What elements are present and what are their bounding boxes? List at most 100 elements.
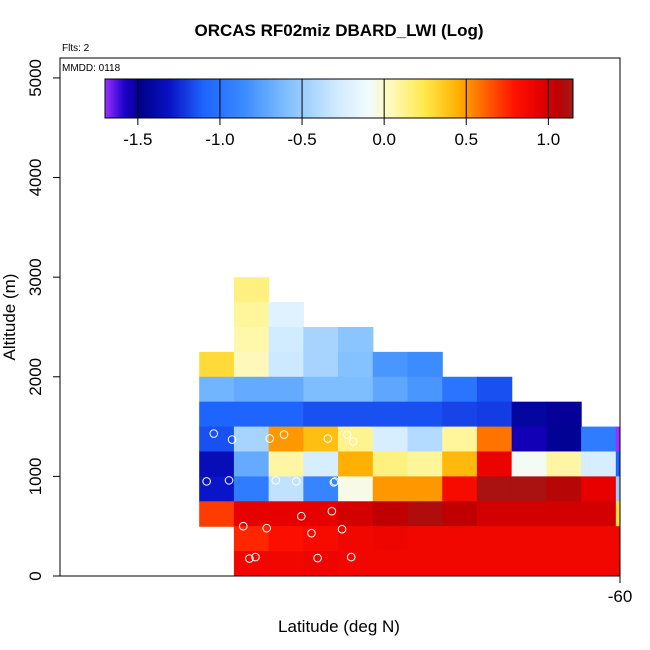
colorbar-segment [415, 79, 418, 118]
observation-point [329, 478, 339, 487]
heatmap-cell [303, 351, 339, 378]
colorbar-segment [537, 79, 541, 118]
colorbar-segment [411, 79, 414, 118]
heatmap-cell [338, 451, 374, 477]
colorbar-segment [381, 79, 385, 118]
colorbar-segment [557, 79, 560, 118]
colorbar-segment [151, 79, 155, 118]
heatmap-cell [511, 451, 547, 477]
colorbar-segment [220, 79, 223, 118]
observation-point [251, 552, 260, 562]
y-axis-label: Altitude (m) [0, 274, 19, 361]
colorbar-segment [300, 79, 303, 118]
colorbar-segment [434, 79, 437, 118]
colorbar-segment [323, 79, 326, 118]
observation-point [202, 477, 211, 486]
heatmap-cell [268, 302, 304, 328]
colorbar-segment [118, 79, 121, 118]
colorbar-segment [173, 79, 176, 118]
heatmap-cell [303, 376, 339, 403]
y-axis: 0 1000 2000 3000 4000 5000 [26, 59, 60, 581]
observation-point [238, 521, 248, 531]
colorbar-segment [516, 79, 519, 118]
colorbar-segment [565, 79, 568, 118]
heatmap-cell [233, 351, 270, 378]
heatmap-cell [338, 426, 374, 453]
colorbar-segment [401, 79, 404, 118]
colorbar-segment [184, 79, 188, 118]
colorbar-segment [346, 79, 350, 118]
heatmap-cell [233, 426, 270, 453]
colorbar-tick-label: 0.0 [372, 130, 396, 149]
y-tick-label: 3000 [26, 258, 45, 296]
heatmap-cell [268, 401, 304, 428]
colorbar-segment [255, 79, 258, 118]
colorbar-ticks: -1.5 -1.0 -0.5 0.0 0.5 1.0 [123, 79, 560, 149]
colorbar-segment [280, 79, 283, 118]
colorbar-segment [506, 79, 510, 118]
observation-point [346, 552, 356, 562]
colorbar-segment [268, 79, 272, 118]
heatmap-cell [546, 426, 582, 453]
heatmap-cell [199, 376, 235, 403]
heatmap-cell [476, 476, 513, 502]
observation-point [138, 521, 147, 531]
observation-point [245, 554, 254, 563]
colorbar-segment [502, 79, 506, 118]
colorbar-segment [559, 79, 562, 118]
colorbar-segment [520, 79, 523, 118]
colorbar-segment [569, 79, 572, 118]
heatmap-cell [442, 551, 478, 576]
heatmap-cell [442, 501, 478, 527]
colorbar-segment [491, 79, 494, 118]
heatmap-cell [615, 551, 620, 576]
colorbar-segment [177, 79, 180, 118]
colorbar-segment [239, 79, 242, 118]
heatmap-cell [372, 526, 409, 552]
colorbar-segment [235, 79, 238, 118]
colorbar-segment [194, 79, 198, 118]
colorbar-segment [532, 79, 535, 118]
y-tick-label: 4000 [26, 159, 45, 197]
colorbar-segment [508, 79, 511, 118]
colorbar-segment [247, 79, 250, 118]
colorbar-segment [475, 79, 478, 118]
heatmap-cell [372, 376, 409, 403]
colorbar-segment [452, 79, 455, 118]
heatmap-cell [407, 501, 443, 527]
colorbar-segment [409, 79, 412, 118]
heatmap-cell [372, 451, 409, 477]
colorbar-segment [140, 79, 143, 118]
colorbar-segment [526, 79, 529, 118]
colorbar-segment [393, 79, 396, 118]
heatmap-cell [407, 401, 443, 428]
heatmap-cell [338, 351, 374, 378]
heatmap-cell [303, 326, 339, 353]
colorbar-segment [214, 79, 217, 118]
colorbar-segment [465, 79, 469, 118]
colorbar-segment [208, 79, 211, 118]
colorbar-segment [370, 79, 373, 118]
heatmap-cell [233, 476, 270, 502]
heatmap-cell [615, 426, 620, 453]
observation-point [153, 476, 163, 486]
colorbar-segment [114, 79, 118, 118]
colorbar-segment [128, 79, 131, 118]
y-tick-label: 5000 [26, 59, 45, 97]
colorbar-segment [555, 79, 558, 118]
colorbar-segment [233, 79, 237, 118]
colorbar-segment [483, 79, 486, 118]
heatmap-cell [511, 476, 547, 502]
colorbar-segment [307, 79, 311, 118]
observation-point [279, 430, 289, 439]
colorbar-segment [313, 79, 316, 118]
colorbar-segment [344, 79, 348, 118]
colorbar-segment [282, 79, 285, 118]
colorbar-segment [440, 79, 443, 118]
heatmap-cell [407, 476, 443, 502]
colorbar-segment [145, 79, 149, 118]
heatmap-cell [233, 376, 270, 403]
heatmap-cell [476, 451, 513, 477]
observation-point [327, 506, 337, 516]
flights-label: Flts: 2 [62, 43, 90, 54]
